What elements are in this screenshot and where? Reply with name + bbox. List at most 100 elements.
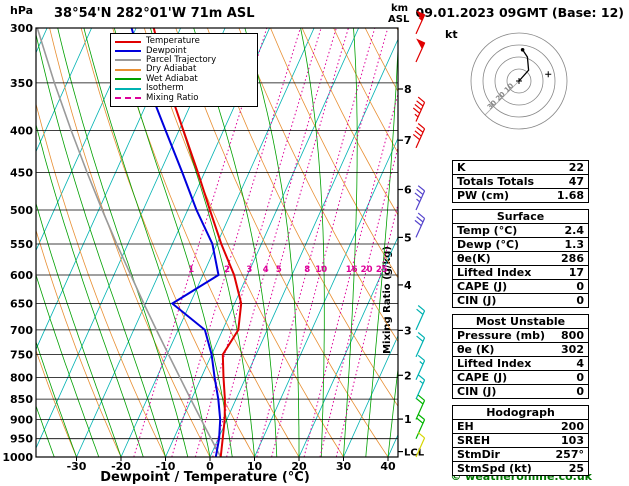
panel-row-value: 4: [576, 357, 584, 370]
isotherm-line: [209, 38, 398, 457]
panel-row-label: Dewp (°C): [457, 238, 520, 251]
pressure-tick-label: 750: [10, 348, 33, 361]
panel-row-value: 47: [568, 175, 584, 188]
wind-barb: [415, 432, 426, 458]
mixing-ratio-value-label: 10: [315, 265, 327, 275]
km-tick-label: 5: [404, 231, 412, 244]
panel-row: SREH 103: [453, 434, 588, 448]
isotherm-line: [343, 334, 398, 457]
x-tick-label: 10: [247, 460, 263, 473]
mixing-ratio-value-label: 3: [246, 265, 252, 275]
panel-row-value: 103: [561, 434, 584, 447]
wind-barbs: [412, 10, 426, 458]
wind-barb-flag: [416, 10, 426, 22]
dewpoint-curve: [130, 28, 222, 457]
panel-row-value: 2.4: [564, 224, 585, 237]
dry-adiabat-line: [301, 28, 398, 216]
panel-row-value: 0: [576, 280, 584, 293]
panel-row-label: CAPE (J): [457, 371, 508, 384]
mixing-ratio-line: [303, 92, 398, 457]
station-title: 38°54'N 282°01'W 71m ASL: [54, 6, 255, 21]
legend-item: Wet Adiabat: [115, 74, 253, 84]
mixing-ratio-value-label: 25: [376, 265, 388, 275]
mixing-ratio-line: [194, 28, 322, 457]
isotherm-line: [0, 28, 3, 457]
wet-adiabat-line: [300, 28, 325, 457]
panel-row-value: 0: [576, 385, 584, 398]
pressure-tick-label: 300: [10, 22, 33, 35]
panel-row-value: 302: [561, 343, 584, 356]
x-tick-label: -30: [67, 460, 87, 473]
panel-section: Surface Temp (°C) 2.4 Dewp (°C) 1.3 θe(K) 286 L…: [452, 209, 589, 308]
pressure-tick-label: 650: [10, 298, 33, 311]
pressure-tick-label: 350: [10, 77, 33, 90]
panel-row-label: θe (K): [457, 343, 495, 356]
wind-barb: [415, 332, 426, 358]
isotherm-line: [120, 28, 315, 457]
wet-adiabat-line: [365, 39, 398, 457]
panel-row-label: EH: [457, 420, 474, 433]
panel-row-value: 200: [561, 420, 584, 433]
mixing-ratio-value-label: 2: [224, 265, 230, 275]
x-tick-label: -20: [111, 460, 131, 473]
km-tick-label: 8: [404, 83, 412, 96]
pressure-tick-label: 1000: [2, 451, 33, 464]
km-tick-label: 2: [404, 369, 412, 382]
wet-adiabat-line: [36, 404, 55, 457]
legend-label: Parcel Trajectory: [146, 54, 217, 65]
panel-row-value: 0: [576, 371, 584, 384]
legend-swatch: [115, 78, 141, 81]
wind-barb: [415, 413, 426, 439]
mixing-ratio-value-label: 1: [188, 265, 194, 275]
isotherm-line: [165, 28, 359, 457]
pressure-tick-label: 600: [10, 269, 33, 282]
legend-item: Temperature: [115, 37, 253, 46]
legend-swatch: [115, 40, 141, 43]
mixing-ratio-value-label: 5: [276, 265, 282, 275]
hodograph-ring: [506, 68, 532, 94]
panel-section: K 22 Totals Totals 47 PW (cm) 1.68: [452, 160, 589, 203]
pressure-tick-label: 700: [10, 324, 33, 337]
hodograph-unit-label: kt: [445, 28, 458, 41]
dry-adiabat-line: [238, 28, 398, 343]
pressure-tick-label: 400: [10, 125, 33, 138]
wind-barb: [414, 185, 426, 211]
legend-label: Mixing Ratio: [146, 92, 199, 103]
panel-row-label: SREH: [457, 434, 491, 447]
panel-row-label: Temp (°C): [457, 224, 518, 237]
legend-swatch: [115, 59, 141, 62]
panel-row-value: 1.68: [556, 189, 584, 202]
x-tick-label: 40: [380, 460, 396, 473]
panel-row-label: θe(K): [457, 252, 491, 265]
panel-row: θe (K) 302: [453, 343, 588, 357]
wind-barb: [414, 212, 426, 238]
panel-row-value: 257°: [555, 448, 584, 461]
panel-row-label: CIN (J): [457, 294, 497, 307]
mixing-ratio-line: [256, 28, 376, 457]
panel-row-value: 17: [568, 266, 584, 279]
wind-barb: [412, 96, 426, 122]
temperature-curve: [152, 28, 243, 457]
panel-row-value: 22: [568, 161, 584, 174]
legend-item: Mixing Ratio: [115, 93, 253, 102]
pressure-tick-label: 900: [10, 413, 33, 426]
panel-row: K 22: [453, 161, 588, 175]
mixing-ratio-value-label: 20: [361, 265, 373, 275]
panel-row: Lifted Index 17: [453, 266, 588, 280]
panel-row-label: K: [457, 161, 466, 174]
panel-row: CAPE (J) 0: [453, 280, 588, 294]
x-tick-label: 30: [336, 460, 352, 473]
panel-row-label: PW (cm): [457, 189, 510, 202]
km-tick-label: 6: [404, 183, 412, 196]
mixing-ratio-line: [335, 202, 398, 457]
legend-swatch: [115, 97, 141, 100]
panel-row-value: 1.3: [564, 238, 585, 251]
panel-row-label: CAPE (J): [457, 280, 508, 293]
wind-barb-flag: [416, 38, 426, 50]
panel-row: Lifted Index 4: [453, 357, 588, 371]
legend-label: Dry Adiabat: [146, 64, 197, 75]
panel-row-label: Totals Totals: [457, 175, 535, 188]
plot-border: [35, 27, 399, 458]
x-tick-label: 20: [291, 460, 307, 473]
